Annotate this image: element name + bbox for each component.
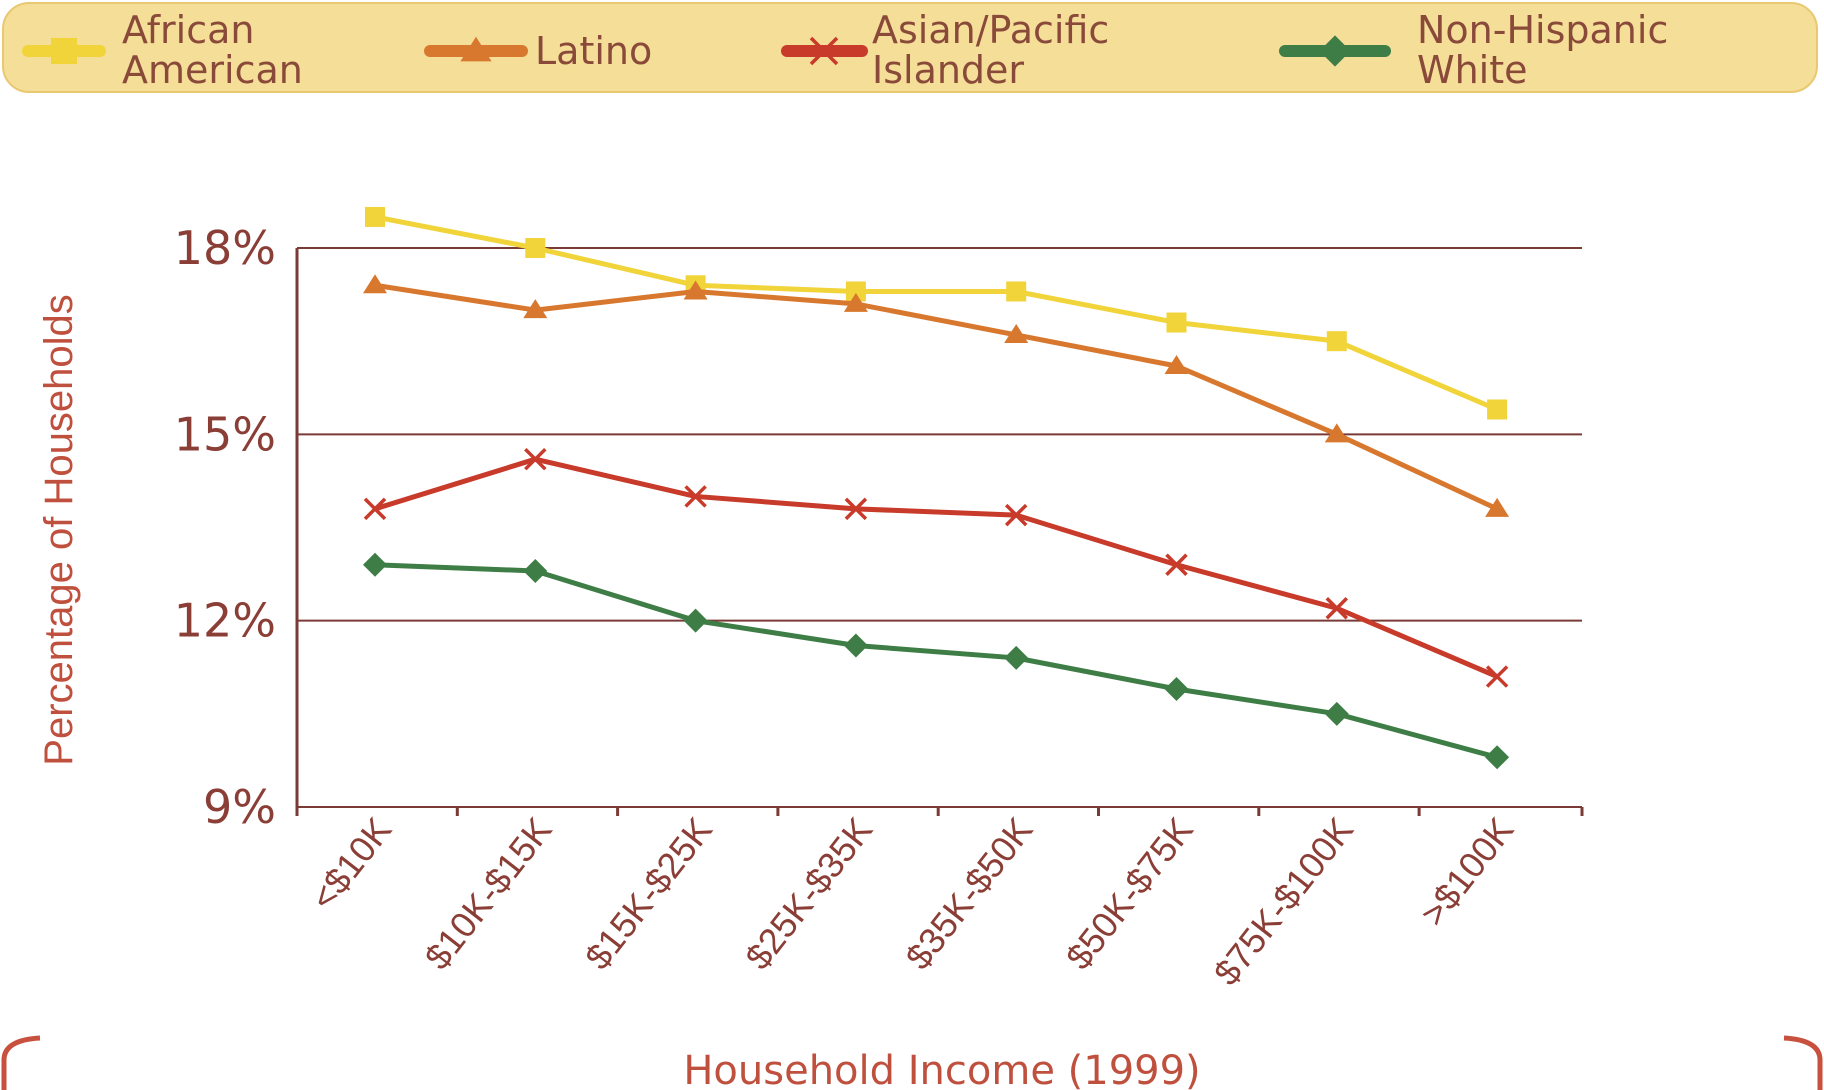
y-tick-label: 18%	[174, 221, 276, 275]
x-tick-label: $75K-$100K	[1206, 810, 1362, 993]
legend-label: Non-Hispanic	[1417, 8, 1668, 52]
data-point	[844, 634, 868, 658]
data-point	[363, 553, 387, 577]
data-point	[1487, 399, 1507, 419]
data-point	[1167, 313, 1187, 333]
grid-lines	[297, 248, 1582, 807]
legend-label: Latino	[535, 29, 652, 73]
x-tick-label: $50K-$75K	[1058, 810, 1201, 977]
y-tick-label: 15%	[174, 407, 276, 461]
series-lines	[363, 207, 1509, 769]
data-point	[1327, 331, 1347, 351]
data-point	[525, 238, 545, 258]
data-point	[1325, 702, 1349, 726]
x-tick-label: $15K-$25K	[577, 810, 720, 977]
data-point	[523, 559, 547, 583]
axes: 9% 12% 15% 18% <$10K $10K-$15K $15K-$25K $25K-$…	[174, 221, 1582, 993]
legend-swatch-marker	[51, 38, 77, 64]
y-axis-title: Percentage of Households	[37, 294, 81, 765]
series-line	[375, 285, 1497, 509]
data-point	[1487, 667, 1507, 687]
x-tick-label: $10K-$15K	[416, 810, 559, 977]
legend-label: Asian/Pacific	[872, 8, 1109, 52]
data-point	[1485, 745, 1509, 769]
data-point	[684, 609, 708, 633]
data-point	[1006, 281, 1026, 301]
legend-label: Islander	[872, 48, 1024, 92]
x-tick-label: $35K-$50K	[897, 810, 1040, 977]
legend-label: African	[122, 8, 254, 52]
series-non-hispanic-white	[363, 553, 1509, 770]
legend-label: White	[1417, 48, 1528, 92]
y-tick-label: 12%	[174, 594, 276, 648]
x-tick-label: $25K-$35K	[737, 810, 880, 977]
x-axis-title: Household Income (1999)	[683, 1048, 1200, 1090]
series-line	[375, 565, 1497, 758]
data-point	[363, 274, 387, 293]
data-point	[1004, 646, 1028, 670]
legend-label: American	[122, 48, 303, 92]
series-latino	[363, 274, 1509, 517]
x-tick-label: <$10K	[302, 810, 399, 918]
data-point	[365, 207, 385, 227]
data-point	[1165, 677, 1189, 701]
x-tick-label: >$100K	[1412, 810, 1521, 934]
y-tick-label: 9%	[203, 780, 276, 834]
